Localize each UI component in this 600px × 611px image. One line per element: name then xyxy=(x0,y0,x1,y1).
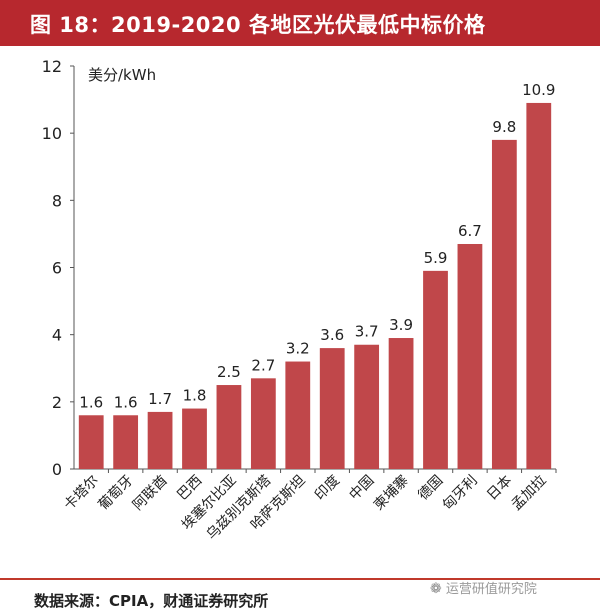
bar xyxy=(423,270,448,469)
bar-value-label: 1.7 xyxy=(148,390,172,408)
x-category-label: 孟加拉 xyxy=(509,473,550,514)
bar-chart: 1.6 1.6 1.7 1.8 2.5 2.7 3.2 3.6 3.7 3.9 5.9 6.7 9.8 1… xyxy=(42,57,557,543)
y-tick-label: 4 xyxy=(52,326,62,345)
bar xyxy=(285,361,311,469)
x-category-label: 柬埔寨 xyxy=(370,472,412,514)
y-tick-label: 6 xyxy=(52,259,62,278)
bar-value-label: 3.6 xyxy=(320,326,344,344)
bar-value-label: 1.8 xyxy=(183,387,207,405)
bar xyxy=(113,415,139,469)
bar-value-label: 9.8 xyxy=(492,118,516,136)
chart-data-labels: 1.6 1.6 1.7 1.8 2.5 2.7 3.2 3.6 3.7 3.9 5.9 6.7 9.8 1… xyxy=(79,81,555,411)
bar xyxy=(354,344,380,469)
x-category-label: 阿联酋 xyxy=(129,472,171,514)
figure-title: 图 18：2019-2020 各地区光伏最低中标价格 xyxy=(0,0,600,46)
chart-y-ticks: 0 2 4 6 8 10 12 xyxy=(42,57,74,479)
bar-value-label: 5.9 xyxy=(424,249,448,267)
bar-value-label: 10.9 xyxy=(522,81,555,99)
bar xyxy=(78,415,104,469)
x-category-label: 匈牙利 xyxy=(440,473,481,514)
chart-x-ticks: 卡塔尔葡萄牙阿联酋 巴西埃塞尔比亚乌兹别克斯塔哈萨克斯坦 印度 中国柬埔寨 德国匈牙利日… xyxy=(61,469,557,543)
watermark: ❁ 运营研值研究院 xyxy=(430,578,537,597)
bar xyxy=(491,139,517,469)
bar-value-label: 3.9 xyxy=(389,316,413,334)
y-tick-label: 10 xyxy=(42,124,62,143)
bar xyxy=(147,411,173,469)
bar xyxy=(319,348,345,469)
data-source-note: 数据来源：CPIA，财通证券研究所 xyxy=(34,592,269,610)
bar xyxy=(526,102,552,470)
x-category-label: 葡萄牙 xyxy=(95,473,136,514)
bar xyxy=(250,378,276,469)
watermark-text: 运营研值研究院 xyxy=(445,582,537,597)
bar xyxy=(216,385,242,469)
x-category-label: 印度 xyxy=(312,473,343,504)
chart-bars xyxy=(78,102,552,470)
bar xyxy=(457,243,483,469)
y-axis-unit-label: 美分/kWh xyxy=(88,66,157,84)
y-tick-label: 12 xyxy=(42,57,62,76)
y-tick-label: 2 xyxy=(52,393,62,412)
bar-value-label: 6.7 xyxy=(458,222,482,240)
chart-axes xyxy=(73,66,556,470)
y-tick-label: 0 xyxy=(52,460,62,479)
wechat-icon: ❁ xyxy=(430,581,442,597)
bar-value-label: 2.7 xyxy=(251,356,275,374)
bar-value-label: 2.5 xyxy=(217,363,241,381)
x-category-label: 卡塔尔 xyxy=(61,473,102,514)
bar-value-label: 3.7 xyxy=(355,323,379,341)
bar-value-label: 1.6 xyxy=(114,393,138,411)
y-tick-label: 8 xyxy=(52,191,62,210)
footer-divider xyxy=(0,578,600,580)
bar xyxy=(388,338,414,469)
bar-value-label: 1.6 xyxy=(79,393,103,411)
bar-value-label: 3.2 xyxy=(286,340,310,358)
bar xyxy=(182,408,207,469)
